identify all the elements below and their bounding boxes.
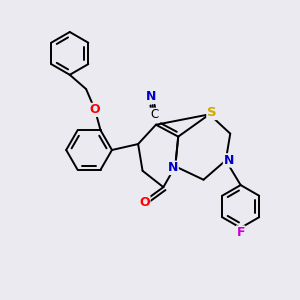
- Text: O: O: [139, 196, 150, 209]
- Text: O: O: [90, 103, 100, 116]
- Text: C: C: [150, 108, 158, 121]
- Text: S: S: [207, 106, 217, 119]
- Text: N: N: [224, 154, 234, 167]
- Text: N: N: [168, 161, 178, 174]
- Text: F: F: [236, 226, 245, 239]
- Text: N: N: [146, 90, 157, 104]
